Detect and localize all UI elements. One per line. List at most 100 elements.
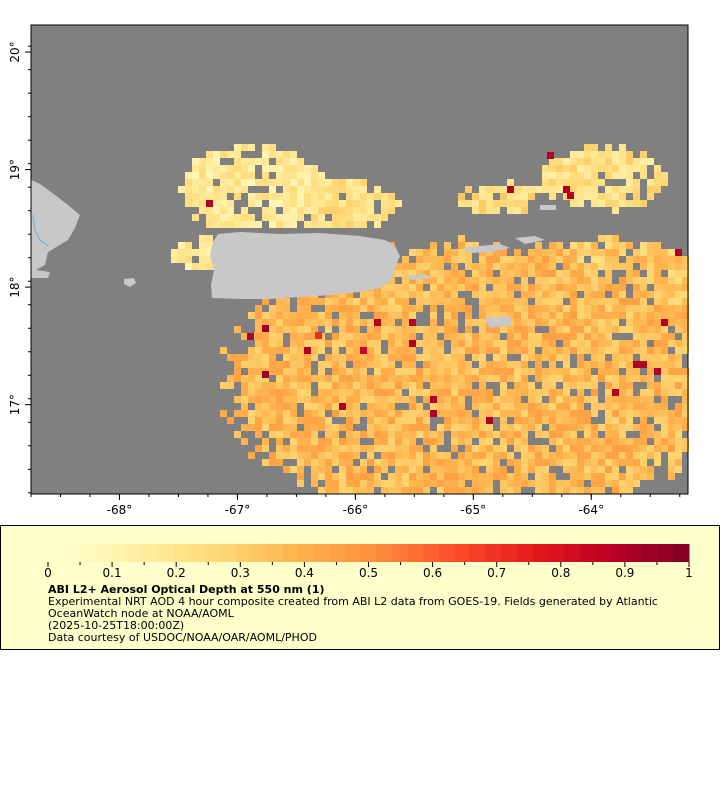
aod-pixel	[479, 340, 486, 347]
aod-pixel	[283, 389, 290, 396]
aod-pixel	[458, 403, 465, 410]
aod-pixel	[290, 200, 297, 207]
aod-pixel	[262, 179, 269, 186]
aod-pixel	[549, 340, 556, 347]
aod-pixel	[577, 158, 584, 165]
aod-pixel	[409, 375, 416, 382]
aod-pixel	[388, 382, 395, 389]
aod-pixel	[339, 319, 346, 326]
aod-pixel	[367, 445, 374, 452]
aod-pixel	[381, 193, 388, 200]
aod-pixel	[185, 179, 192, 186]
aod-pixel	[486, 417, 493, 424]
aod-pixel	[626, 438, 633, 445]
aod-pixel	[661, 424, 668, 431]
aod-pixel	[297, 340, 304, 347]
aod-pixel	[423, 417, 430, 424]
aod-pixel	[668, 466, 675, 473]
aod-pixel	[402, 333, 409, 340]
aod-pixel	[339, 487, 346, 494]
aod-pixel	[346, 200, 353, 207]
aod-pixel	[430, 438, 437, 445]
aod-pixel	[521, 207, 528, 214]
aod-pixel	[353, 312, 360, 319]
aod-pixel	[619, 249, 626, 256]
aod-pixel	[451, 438, 458, 445]
aod-pixel	[262, 410, 269, 417]
aod-pixel	[605, 410, 612, 417]
aod-pixel	[654, 347, 661, 354]
aod-pixel	[388, 312, 395, 319]
aod-pixel	[458, 452, 465, 459]
aod-pixel	[675, 256, 682, 263]
aod-pixel	[549, 361, 556, 368]
aod-pixel	[577, 326, 584, 333]
aod-pixel	[388, 354, 395, 361]
aod-pixel	[318, 445, 325, 452]
aod-pixel	[458, 242, 465, 249]
aod-pixel	[290, 214, 297, 221]
aod-pixel	[374, 298, 381, 305]
aod-pixel	[409, 396, 416, 403]
aod-pixel	[402, 396, 409, 403]
aod-pixel	[500, 326, 507, 333]
aod-pixel	[633, 270, 640, 277]
aod-pixel	[556, 417, 563, 424]
aod-pixel	[346, 221, 353, 228]
aod-pixel	[465, 249, 472, 256]
aod-pixel	[661, 354, 668, 361]
aod-pixel	[493, 396, 500, 403]
aod-pixel	[206, 179, 213, 186]
aod-pixel	[241, 221, 248, 228]
aod-pixel	[507, 207, 514, 214]
aod-pixel	[654, 389, 661, 396]
aod-pixel	[255, 410, 262, 417]
aod-pixel	[493, 312, 500, 319]
aod-pixel	[486, 361, 493, 368]
aod-pixel	[626, 312, 633, 319]
aod-pixel	[290, 431, 297, 438]
aod-pixel	[332, 375, 339, 382]
aod-pixel	[605, 459, 612, 466]
colorbar-tick-label: 0.8	[551, 566, 570, 580]
aod-pixel	[626, 319, 633, 326]
aod-pixel	[227, 200, 234, 207]
aod-pixel	[514, 249, 521, 256]
aod-pixel	[549, 186, 556, 193]
aod-pixel	[276, 431, 283, 438]
aod-pixel	[584, 333, 591, 340]
aod-pixel	[486, 193, 493, 200]
aod-pixel	[388, 438, 395, 445]
aod-pixel	[556, 438, 563, 445]
aod-pixel	[283, 354, 290, 361]
aod-pixel	[332, 354, 339, 361]
aod-pixel	[612, 368, 619, 375]
aod-pixel	[584, 249, 591, 256]
aod-pixel	[346, 340, 353, 347]
aod-pixel	[283, 382, 290, 389]
aod-pixel	[402, 438, 409, 445]
aod-pixel	[528, 459, 535, 466]
aod-pixel	[332, 424, 339, 431]
aod-pixel	[444, 403, 451, 410]
aod-pixel	[472, 417, 479, 424]
aod-pixel	[458, 375, 465, 382]
aod-pixel	[381, 312, 388, 319]
aod-pixel	[402, 298, 409, 305]
aod-pixel	[367, 333, 374, 340]
aod-pixel	[542, 473, 549, 480]
aod-pixel	[346, 382, 353, 389]
aod-pixel	[521, 417, 528, 424]
aod-pixel	[521, 466, 528, 473]
aod-pixel	[444, 312, 451, 319]
aod-pixel	[507, 410, 514, 417]
aod-pixel	[514, 333, 521, 340]
aod-pixel	[577, 487, 584, 494]
aod-pixel	[570, 473, 577, 480]
aod-pixel	[577, 459, 584, 466]
aod-pixel	[437, 277, 444, 284]
aod-pixel	[269, 361, 276, 368]
aod-pixel	[388, 284, 395, 291]
aod-pixel	[213, 193, 220, 200]
aod-pixel	[521, 431, 528, 438]
